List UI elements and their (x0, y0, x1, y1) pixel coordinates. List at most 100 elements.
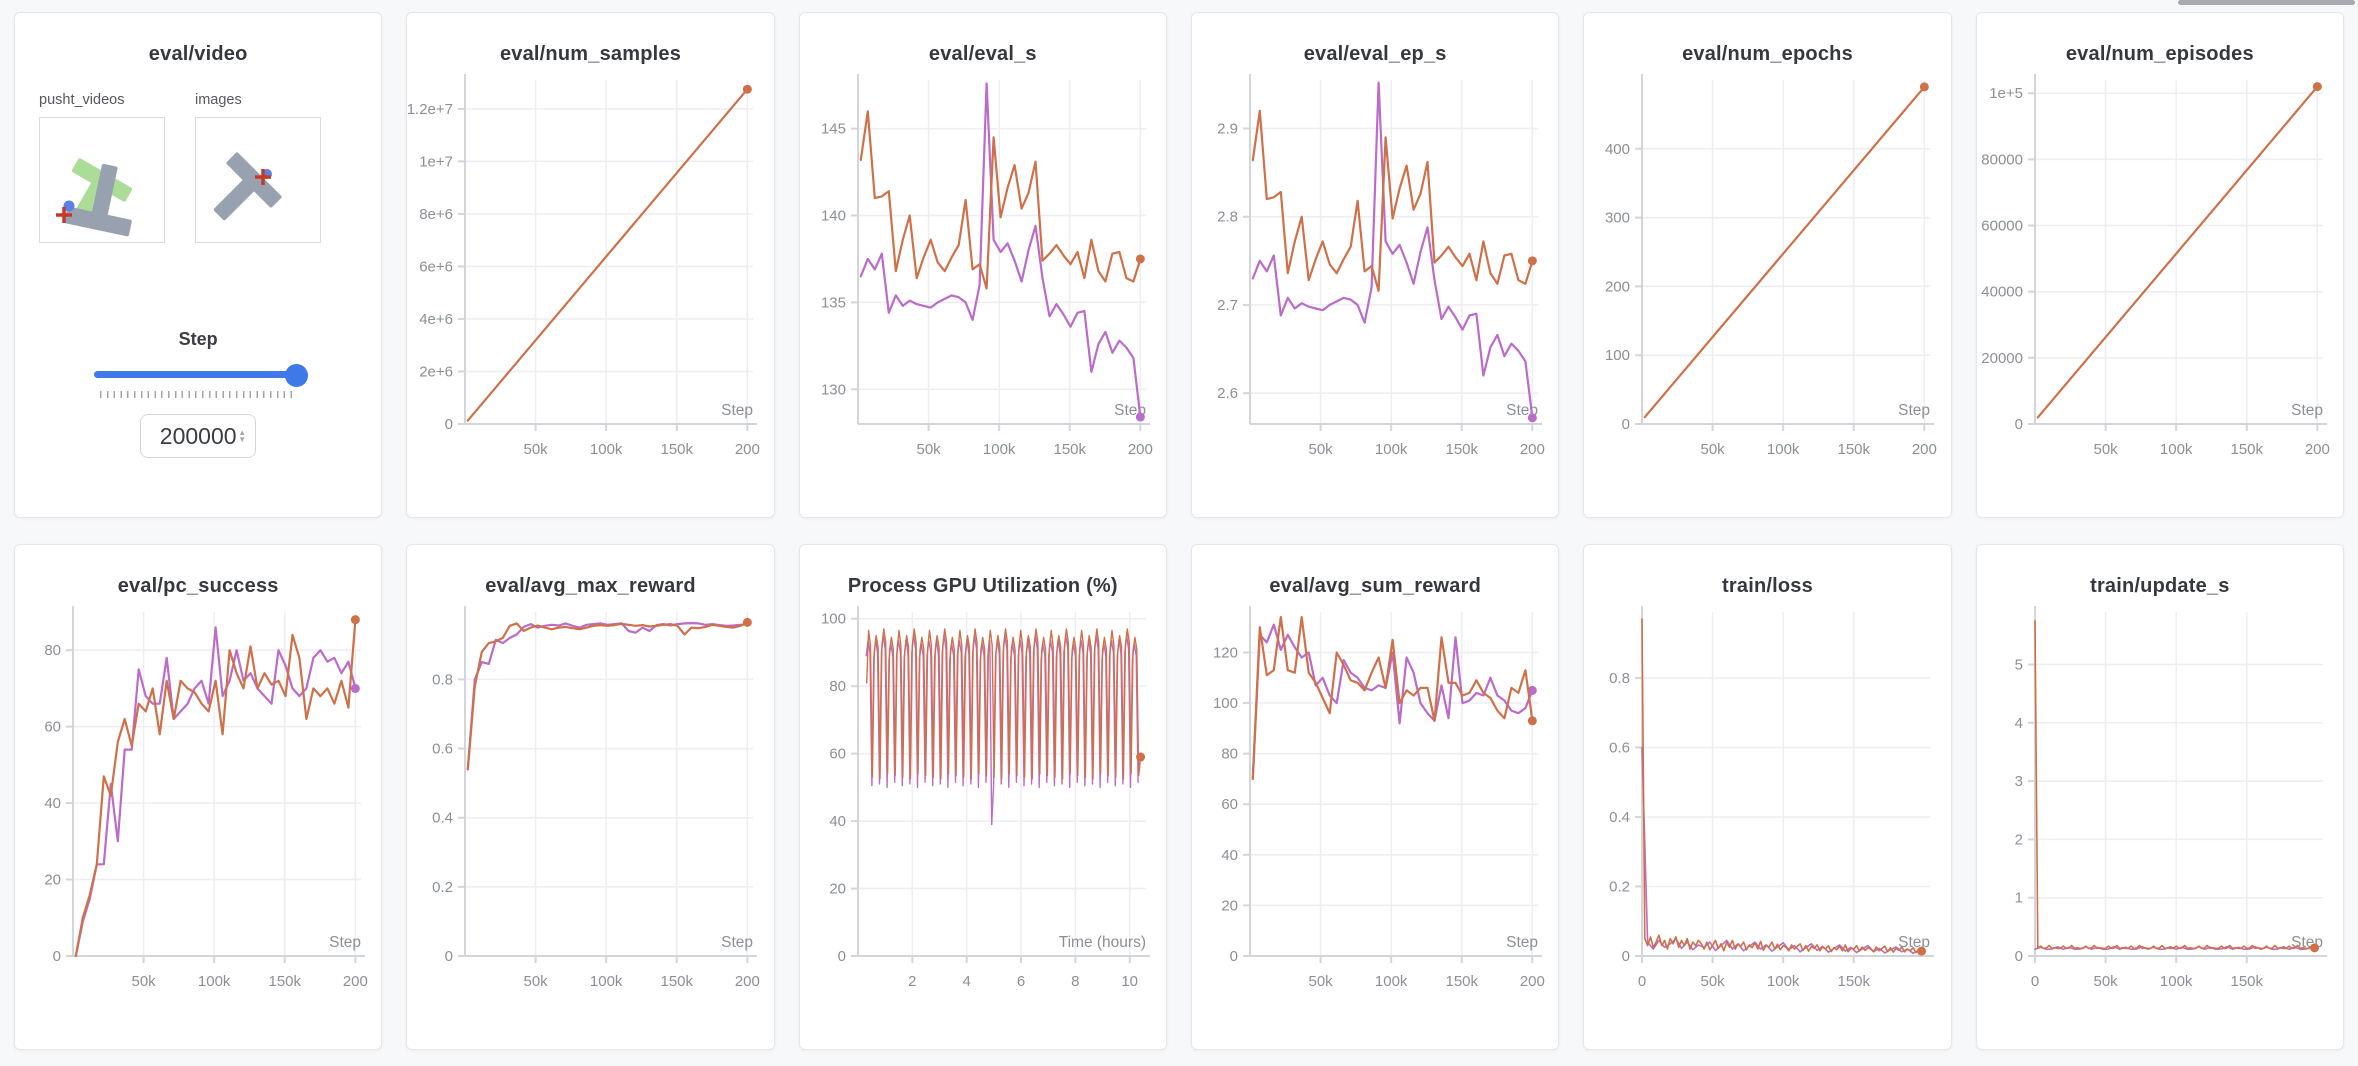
chart-train-loss[interactable]: 0 0.2 0.4 0.6 0.8 0 50k 100k 150k Step (1584, 600, 1950, 1020)
y-tick-label: 0 (1230, 948, 1238, 965)
pusht-scene-image (213, 152, 282, 221)
x-tick-label: 200 (343, 973, 368, 990)
x-tick-label: 200 (735, 441, 760, 458)
series-line-purple (1251, 623, 1534, 780)
y-tick-label: 2e+6 (420, 363, 454, 380)
step-value: 200000 (159, 422, 237, 449)
x-tick-label: 50k (2093, 441, 2118, 458)
chart-process-gpu-utilization[interactable]: 0 20 40 60 80 100 2 4 6 8 10 Time (hours) (800, 600, 1166, 1020)
panel-title: eval/eval_ep_s (1303, 43, 1447, 65)
series-line-orange (1251, 109, 1534, 292)
x-tick-label: 50k (1701, 973, 1726, 990)
series-end-dot-orange (743, 84, 753, 94)
chart-eval-avg-sum-reward[interactable]: 0 20 40 60 80 100 120 50k 100k 150k 200 Step (1192, 600, 1558, 1020)
step-spinner: ▲ ▼ (238, 428, 247, 444)
panel-eval-avg-sum-reward: eval/avg_sum_reward 0 20 40 60 80 100 120 50k 10… (1191, 544, 1560, 1050)
y-tick-label: 80 (829, 678, 846, 695)
chart-canvas[interactable]: 0 20 40 60 80 50k 100k 150k 200 Step (15, 600, 381, 1020)
y-tick-label: 0.4 (432, 810, 453, 827)
y-tick-label: 3 (2014, 773, 2022, 790)
chart-eval-eval-s[interactable]: 130 135 140 145 50k 100k 150k 200 Step (800, 68, 1166, 488)
spinner-up-icon[interactable]: ▲ (238, 428, 247, 437)
y-tick-label: 2.9 (1217, 121, 1238, 138)
x-tick-label: 50k (2093, 973, 2118, 990)
x-tick-label: 0 (2030, 973, 2038, 990)
y-tick-label: 1e+7 (420, 153, 454, 170)
series-end-dot-orange (1135, 752, 1145, 762)
x-tick-label: 100k (198, 973, 231, 990)
video-thumb-images: images (195, 92, 321, 243)
y-tick-label: 140 (821, 208, 846, 225)
chart-canvas[interactable]: 0 100 200 300 400 50k 100k 150k 200 Step (1584, 68, 1950, 488)
pusht-video-frame[interactable] (39, 117, 165, 243)
chart-canvas[interactable]: 0 20 40 60 80 100 2 4 6 8 10 Time (hours) (800, 600, 1166, 1020)
chart-eval-avg-max-reward[interactable]: 0 0.2 0.4 0.6 0.8 50k 100k 150k 200 Step (407, 600, 773, 1020)
series-end-dot-orange (1527, 716, 1537, 726)
y-tick-label: 40 (44, 795, 61, 812)
x-axis-label: Step (1506, 934, 1538, 951)
x-tick-label: 200 (1912, 441, 1937, 458)
series-line-purple (467, 622, 749, 771)
chart-canvas[interactable]: 0 0.2 0.4 0.6 0.8 50k 100k 150k 200 Step (407, 600, 773, 1020)
chart-canvas[interactable]: 0 20 40 60 80 100 120 50k 100k 150k 200 Step (1192, 600, 1558, 1020)
chart-eval-pc-success[interactable]: 0 20 40 60 80 50k 100k 150k 200 Step (15, 600, 381, 1020)
series-end-dot-purple (1527, 685, 1537, 695)
target-cross (255, 169, 271, 185)
slider-thumb[interactable] (285, 363, 309, 387)
x-tick-label: 8 (1071, 973, 1079, 990)
panel-title: eval/video (148, 43, 248, 65)
x-tick-label: 150k (1838, 441, 1871, 458)
y-tick-label: 135 (821, 294, 846, 311)
x-tick-label: 100k (590, 973, 623, 990)
y-tick-label: 80 (1221, 746, 1238, 763)
panel-eval-num-episodes: eval/num_episodes 0 20000 40000 60000 80000 1… (1975, 12, 2344, 518)
x-axis-label: Step (721, 934, 753, 951)
slider-track[interactable] (94, 371, 303, 378)
panel-title: eval/num_epochs (1682, 43, 1853, 65)
x-tick-label: 150k (1445, 973, 1478, 990)
y-tick-label: 0.6 (432, 741, 453, 758)
y-tick-label: 20 (44, 872, 61, 889)
chart-eval-num-episodes[interactable]: 0 20000 40000 60000 80000 1e+5 50k 100k 150k 200 S… (1977, 68, 2343, 488)
panel-title: train/loss (1722, 575, 1813, 597)
y-tick-label: 20 (829, 881, 846, 898)
y-tick-label: 130 (821, 381, 846, 398)
horizontal-scrollbar[interactable] (2178, 0, 2355, 5)
spinner-down-icon[interactable]: ▼ (238, 435, 247, 444)
step-slider[interactable] (94, 363, 309, 387)
x-tick-label: 100k (1375, 973, 1408, 990)
images-video-frame[interactable] (195, 117, 321, 243)
chart-canvas[interactable]: 0 2e+6 4e+6 6e+6 8e+6 1e+7 1.2e+7 50k 100k 150k 20… (407, 68, 773, 488)
y-tick-label: 2.7 (1217, 297, 1238, 314)
x-tick-label: 4 (962, 973, 970, 990)
y-tick-label: 4 (2014, 715, 2022, 732)
step-control-section: Step 200000 ▲ ▼ (15, 329, 381, 458)
chart-eval-eval-ep-s[interactable]: 2.6 2.7 2.8 2.9 50k 100k 150k 200 Step (1192, 68, 1558, 488)
panel-eval-video: eval/video pusht_videos (14, 12, 383, 518)
series-end-dot-purple (350, 683, 360, 693)
panel-eval-pc-success: eval/pc_success 0 20 40 60 80 50k 100k 150k 200 S… (14, 544, 383, 1050)
y-tick-label: 60000 (1981, 218, 2023, 235)
chart-canvas[interactable]: 0 20000 40000 60000 80000 1e+5 50k 100k 150k 200 S… (1977, 68, 2343, 488)
series-end-dot-orange (1527, 256, 1537, 266)
x-axis-label: Step (721, 402, 753, 419)
x-tick-label: 50k (524, 441, 549, 458)
chart-eval-num-samples[interactable]: 0 2e+6 4e+6 6e+6 8e+6 1e+7 1.2e+7 50k 100k 150k 20… (407, 68, 773, 488)
x-tick-label: 150k (1445, 441, 1478, 458)
x-tick-label: 50k (131, 973, 156, 990)
x-tick-label: 150k (2230, 973, 2263, 990)
step-value-input[interactable]: 200000 ▲ ▼ (140, 414, 257, 458)
x-tick-label: 200 (2304, 441, 2329, 458)
y-tick-label: 80000 (1981, 151, 2023, 168)
series-line-purple (1641, 746, 1920, 954)
chart-train-update-s[interactable]: 0 1 2 3 4 5 0 50k 100k 150k Step (1977, 600, 2343, 1020)
video-thumb-label: images (195, 92, 242, 108)
chart-eval-num-epochs[interactable]: 0 100 200 300 400 50k 100k 150k 200 Step (1584, 68, 1950, 488)
video-thumb-label: pusht_videos (39, 92, 125, 108)
x-tick-label: 150k (2230, 441, 2263, 458)
